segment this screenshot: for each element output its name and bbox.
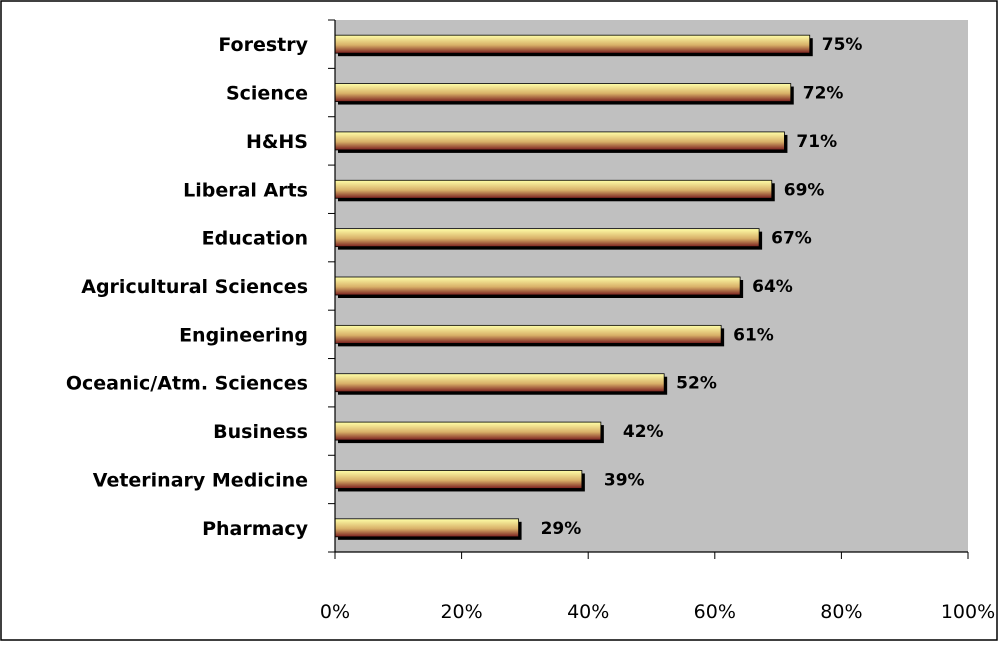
- value-label-9: 39%: [604, 470, 645, 490]
- value-label-1: 72%: [803, 84, 844, 104]
- category-label-6: Engineering: [179, 324, 308, 346]
- category-label-8: Business: [213, 421, 308, 443]
- category-label-10: Pharmacy: [202, 518, 309, 540]
- category-label-3: Liberal Arts: [183, 179, 308, 201]
- bar-6: [334, 324, 722, 344]
- category-label-5: Agricultural Sciences: [81, 276, 308, 298]
- bar-8: [334, 421, 602, 441]
- category-label-4: Education: [202, 228, 308, 250]
- value-label-7: 52%: [676, 374, 717, 394]
- bar-3: [334, 179, 773, 199]
- x-tick-label-5: 100%: [941, 601, 995, 623]
- category-label-0: Forestry: [218, 34, 308, 56]
- value-label-0: 75%: [822, 35, 863, 55]
- bar-2: [334, 131, 785, 151]
- bar-10: [334, 518, 519, 538]
- bar-1: [334, 83, 792, 102]
- value-label-2: 71%: [796, 132, 837, 152]
- bar-0: [334, 34, 811, 54]
- bar-9: [334, 470, 583, 489]
- bar-4: [334, 228, 760, 248]
- category-label-9: Veterinary Medicine: [93, 469, 308, 491]
- x-tick-label-0: 0%: [320, 601, 350, 623]
- x-tick-label-4: 80%: [820, 601, 862, 623]
- x-tick-label-2: 40%: [567, 601, 609, 623]
- value-label-10: 29%: [541, 519, 582, 539]
- category-label-7: Oceanic/Atm. Sciences: [66, 373, 308, 395]
- value-label-6: 61%: [733, 325, 774, 345]
- value-label-8: 42%: [623, 422, 664, 442]
- x-tick-label-1: 20%: [440, 601, 482, 623]
- value-label-5: 64%: [752, 277, 793, 297]
- bar-7: [334, 373, 665, 393]
- bar-5: [334, 276, 741, 296]
- x-tick-label-3: 60%: [694, 601, 736, 623]
- value-label-3: 69%: [784, 180, 825, 200]
- category-label-1: Science: [226, 83, 308, 105]
- value-label-4: 67%: [771, 229, 812, 249]
- category-label-2: H&HS: [246, 131, 308, 153]
